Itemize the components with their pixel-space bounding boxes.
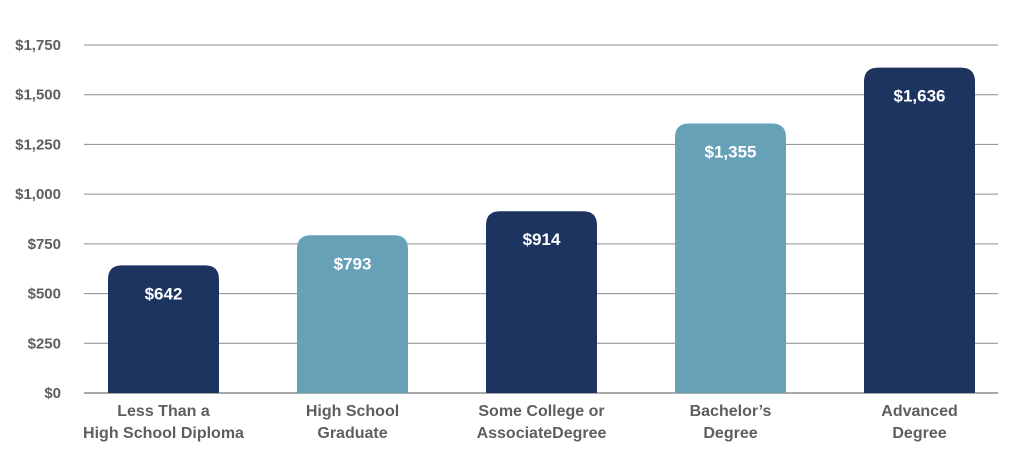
x-tick-label: Graduate xyxy=(317,425,387,442)
bar-value-label: $642 xyxy=(145,284,183,303)
bar xyxy=(297,235,408,393)
bar-value-label: $914 xyxy=(523,230,561,249)
bar-value-label: $1,636 xyxy=(894,87,946,106)
bar xyxy=(486,211,597,393)
bar-value-label: $1,355 xyxy=(705,143,757,162)
x-tick-label: Degree xyxy=(892,425,946,442)
y-tick-label: $1,250 xyxy=(15,136,61,153)
bar-value-label: $793 xyxy=(334,254,372,273)
bar xyxy=(864,67,975,394)
y-tick-label: $500 xyxy=(28,286,61,303)
gridlines xyxy=(84,44,998,394)
y-tick-label: $750 xyxy=(28,236,61,253)
bar xyxy=(108,265,219,393)
x-tick-label: Bachelor’s xyxy=(690,403,772,420)
y-tick-label: $250 xyxy=(28,335,61,352)
x-tick-label: Some College or xyxy=(478,403,604,420)
y-tick-label: $1,750 xyxy=(15,37,61,54)
y-tick-label: $1,000 xyxy=(15,186,61,203)
bars: $642 $793 $914 $1,355 $1,636 xyxy=(108,67,975,394)
x-tick-label: High School Diploma xyxy=(83,425,244,442)
y-axis: $0 $250 $500 $750 $1,000 $1,250 $1,500 $1,750 xyxy=(15,37,61,402)
bar xyxy=(675,123,786,393)
y-tick-label: $0 xyxy=(44,385,61,402)
x-tick-label: High School xyxy=(306,403,399,420)
x-axis: Less Than a High School Diploma High Schoo… xyxy=(83,403,958,442)
y-tick-label: $1,500 xyxy=(15,87,61,104)
x-tick-label: Advanced xyxy=(881,403,957,420)
x-tick-label: AssociateDegree xyxy=(477,425,607,442)
x-tick-label: Degree xyxy=(703,425,757,442)
x-tick-label: Less Than a xyxy=(117,403,210,420)
